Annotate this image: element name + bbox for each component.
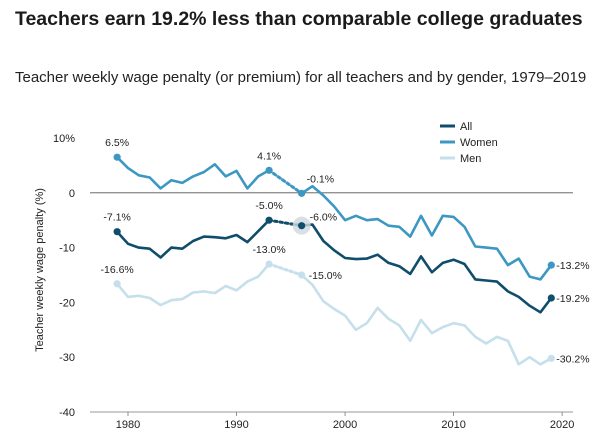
data-markers: [113, 153, 555, 362]
series-lines: [115, 155, 553, 366]
data-label-men: -30.2%: [556, 353, 589, 365]
x-tick-label: 2020: [550, 419, 574, 431]
data-label-men: -13.0%: [252, 244, 285, 256]
point-marker-women: [547, 261, 555, 269]
data-label-men: -16.6%: [100, 264, 133, 276]
y-tick-label: -40: [59, 407, 75, 419]
point-marker-women: [113, 153, 121, 161]
data-label-men: -15.0%: [309, 270, 342, 282]
legend: All Women Men: [440, 121, 498, 165]
data-label-all: -5.0%: [255, 200, 282, 212]
series-line-all: [300, 223, 553, 314]
x-tick-label: 2000: [333, 419, 357, 431]
series-line-men: [115, 262, 271, 307]
chart-title: Teachers earn 19.2% less than comparable…: [15, 8, 583, 30]
data-label-women: -0.1%: [307, 173, 334, 185]
data-label-all: -7.1%: [103, 212, 130, 224]
y-axis-label: Teacher weekly wage penalty (%): [34, 188, 46, 352]
y-tick-label: 0: [69, 188, 75, 200]
data-label-women: 6.5%: [105, 137, 129, 149]
x-tick-label: 1980: [116, 419, 140, 431]
point-marker-women: [298, 189, 306, 197]
legend-label-women: Women: [460, 137, 498, 149]
chart-axes: 10% 0 -10 -20 -30 -40 1980 1990 2000 2010 2020 Teac…: [34, 133, 574, 431]
y-tick-label: -30: [59, 352, 75, 364]
y-tick-label: -20: [59, 297, 75, 309]
bridge-line-men: [267, 262, 304, 277]
point-marker-men: [547, 354, 555, 362]
series-line-men: [300, 273, 553, 366]
legend-label-all: All: [460, 121, 472, 133]
x-tick-label: 2010: [441, 419, 465, 431]
series-line-all: [115, 218, 271, 259]
point-marker-men: [265, 260, 273, 268]
data-label-women: -13.2%: [556, 260, 589, 272]
bridge-line-women: [267, 168, 304, 195]
data-label-all: -6.0%: [310, 212, 337, 224]
series-line-women: [300, 184, 553, 281]
point-marker-all: [547, 294, 555, 302]
point-marker-men: [113, 280, 121, 288]
y-tick-label: -10: [59, 243, 75, 255]
x-tick-label: 1990: [224, 419, 248, 431]
point-marker-all: [265, 216, 273, 224]
chart-subtitle: Teacher weekly wage penalty (or premium)…: [15, 69, 587, 86]
y-tick-label: 10%: [53, 133, 75, 145]
point-marker-women: [265, 166, 273, 174]
data-labels: -7.1% -5.0% -6.0% -19.2% 6.5% 4.1% -0.1% -13.2%…: [100, 137, 589, 365]
series-line-women: [115, 155, 271, 190]
point-marker-all: [113, 228, 121, 236]
legend-label-men: Men: [460, 153, 481, 165]
data-label-all: -19.2%: [556, 293, 589, 305]
data-label-women: 4.1%: [257, 150, 281, 162]
point-marker-men: [298, 271, 306, 279]
point-marker-all: [298, 222, 306, 230]
